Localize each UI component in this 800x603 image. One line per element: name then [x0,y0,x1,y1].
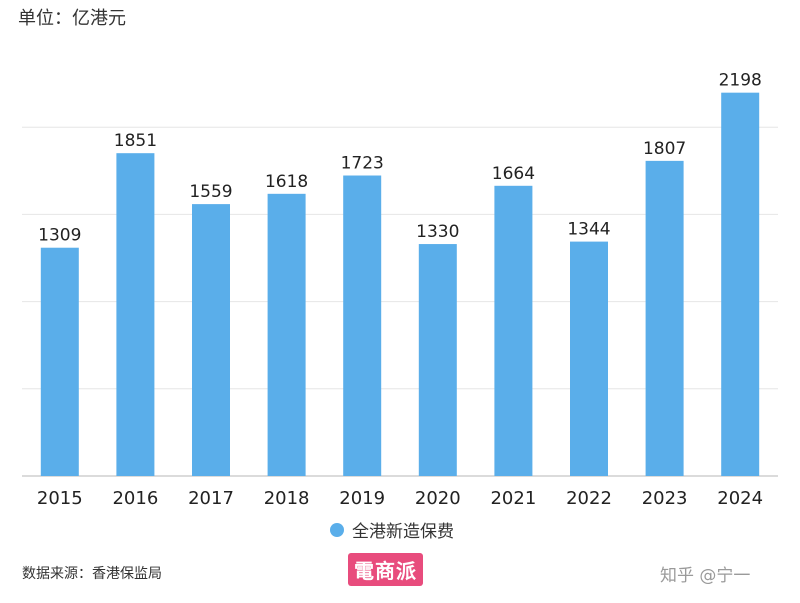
data-label-2024: 2198 [719,71,762,91]
x-tick-2020: 2020 [415,488,461,509]
x-tick-2017: 2017 [188,488,234,509]
bar-2016 [116,153,155,476]
data-label-2018: 1618 [265,172,308,192]
unit-label: 单位：亿港元 [18,8,126,29]
data-label-2023: 1807 [643,139,686,159]
x-tick-2018: 2018 [264,488,310,509]
chart-x-axis: 2015 2016 2017 2018 2019 2020 2021 2022 2023 2024 [37,488,763,509]
data-label-2022: 1344 [567,220,610,240]
bar-2020 [418,244,457,476]
bar-2021 [494,185,533,476]
legend-swatch-icon [330,522,344,537]
data-label-2021: 1664 [492,164,535,184]
bar-chart: 1309 1851 1559 1618 1723 1330 1664 1344 1807 2198… [22,71,778,509]
data-label-2016: 1851 [114,131,157,151]
legend: 全港新造保费 [330,517,454,542]
bar-2017 [192,204,230,476]
x-tick-2019: 2019 [339,488,385,509]
x-tick-2021: 2021 [490,488,536,509]
source-note: 数据来源：香港保监局 [22,566,162,582]
data-label-2015: 1309 [38,226,81,246]
x-tick-2024: 2024 [717,488,763,509]
legend-label: 全港新造保费 [352,522,454,542]
chart-data-labels: 1309 1851 1559 1618 1723 1330 1664 1344 1807 2198 [38,71,762,246]
bar-2019 [343,175,382,477]
watermark-zhihu: 知乎 @宁一 [660,566,751,586]
x-tick-2016: 2016 [112,488,158,509]
data-label-2019: 1723 [341,154,384,174]
x-tick-2015: 2015 [37,488,83,509]
bar-2015 [40,247,79,476]
bar-2024 [721,92,760,477]
bar-2018 [267,193,306,476]
x-tick-2023: 2023 [642,488,688,509]
chart-bars [40,92,760,477]
x-tick-2022: 2022 [566,488,612,509]
data-label-2017: 1559 [189,182,232,202]
bar-2022 [570,241,608,476]
bar-2023 [645,160,684,477]
data-label-2020: 1330 [416,222,459,242]
watermark-badge: 電商派 [348,553,423,586]
